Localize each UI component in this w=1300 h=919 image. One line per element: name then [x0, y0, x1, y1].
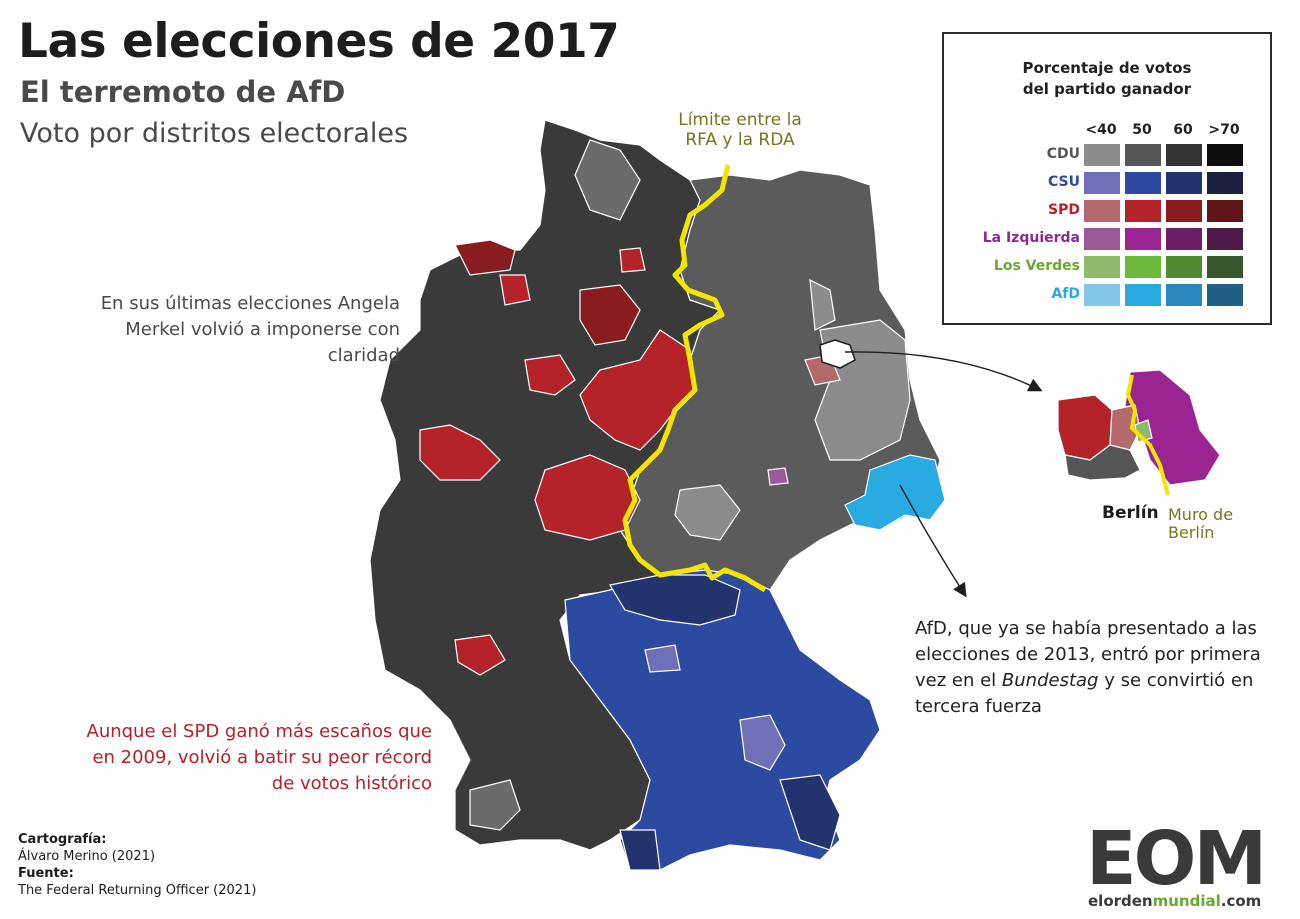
map-region-csu-dark-3: [619, 829, 661, 871]
cartography-value: Álvaro Merino (2021): [18, 849, 156, 864]
map-region-csu-dark-2: [779, 774, 841, 851]
afd-annotation: AfD, que ya se había presentado a las el…: [915, 616, 1275, 720]
logo-url-b: mundial: [1152, 892, 1221, 910]
border-annotation: Límite entre la RFA y la RDA: [678, 110, 802, 150]
legend-swatch: [1207, 284, 1243, 306]
legend-swatch: [1166, 284, 1202, 306]
legend-swatch: [1125, 284, 1161, 306]
legend-swatch: [1084, 228, 1120, 250]
map-region-spd-1: [579, 329, 696, 451]
berlin-marker: [819, 339, 856, 369]
legend-swatch: [1084, 256, 1120, 278]
legend-swatch: [1166, 144, 1202, 166]
logo-url: elordenmundial.com: [1088, 892, 1261, 910]
legend-swatch: [1207, 172, 1243, 194]
legend-party-los-verdes: Los Verdes: [993, 258, 1080, 274]
legend-column-50: 50: [1132, 122, 1152, 138]
legend-swatch: [1125, 228, 1161, 250]
spd-annotation: Aunque el SPD ganó más escaños que en 20…: [86, 721, 433, 794]
afd-arrow: [899, 484, 967, 598]
map-region-spd-8: [454, 634, 506, 676]
legend-swatch: [1207, 144, 1243, 166]
legend-party-spd: SPD: [1048, 202, 1080, 218]
inner-german-border-line: [622, 164, 767, 593]
afd-annotation-emphasis: Bundestag: [1001, 670, 1099, 691]
berlin-inset: [1057, 369, 1221, 496]
berlin-wall-label: Muro de Berlín: [1168, 505, 1234, 542]
legend-swatch: [1084, 144, 1120, 166]
map-region-spd-6: [499, 274, 531, 306]
page-subtitle: El terremoto de AfD: [20, 75, 346, 109]
merkel-annotation: En sus últimas elecciones Angela Merkel …: [100, 293, 400, 366]
source-value: The Federal Returning Officer (2021): [18, 883, 257, 898]
map-region-west-light-2: [469, 779, 521, 831]
map-region-spd-4: [524, 354, 576, 396]
legend-swatch: [1125, 256, 1161, 278]
map-region-csu-light-2: [644, 644, 681, 673]
map-region-spd-5: [454, 239, 516, 276]
legend-swatch: [1207, 228, 1243, 250]
legend-title: Porcentaje de votos del partido ganador: [1022, 59, 1192, 98]
map-region-left-1: [767, 467, 789, 486]
logo-url-c: .com: [1220, 892, 1262, 910]
map-region-east-light-2: [674, 484, 741, 541]
map-region-east-light-3: [809, 278, 836, 331]
map-region-spd-9: [619, 247, 646, 273]
map-region-west-light: [574, 139, 641, 221]
berlin-wall-line: [1125, 374, 1170, 496]
legend-party-csu: CSU: [1048, 174, 1080, 190]
legend-column-gt70: >70: [1208, 122, 1240, 138]
legend-swatch: [1207, 256, 1243, 278]
legend-column-lt40: <40: [1085, 122, 1117, 138]
legend-swatch: [1125, 144, 1161, 166]
logo-letters: EOM: [1086, 816, 1267, 902]
berlin-district-cdu: [1064, 444, 1141, 481]
page-title: Las elecciones de 2017: [18, 14, 620, 69]
legend-swatch: [1084, 284, 1120, 306]
berlin-arrow: [844, 351, 1043, 392]
cartography-label: Cartografía:: [18, 832, 107, 847]
map-region-csu-light: [739, 714, 786, 771]
map-region-spd-7: [419, 424, 501, 481]
legend-swatch: [1084, 200, 1120, 222]
map-region-afd: [844, 454, 946, 531]
legend-swatch: [1125, 172, 1161, 194]
legend-swatch: [1166, 228, 1202, 250]
legend-swatch: [1166, 200, 1202, 222]
map-region-spd-3: [579, 284, 641, 346]
legend-party-afd: AfD: [1051, 286, 1080, 302]
legend-swatch: [1166, 256, 1202, 278]
page-subtitle-secondary: Voto por distritos electorales: [20, 118, 409, 149]
legend-swatch: [1207, 200, 1243, 222]
legend-column-60: 60: [1173, 122, 1193, 138]
legend-swatch: [1084, 172, 1120, 194]
map-region-east-light: [814, 319, 911, 461]
legend-swatch: [1166, 172, 1202, 194]
berlin-label: Berlín: [1102, 503, 1159, 523]
credits: Cartografía: Álvaro Merino (2021) Fuente…: [18, 831, 256, 899]
afd-annotation-text-b: y se convirtió en tercera fuerza: [915, 670, 1254, 717]
legend: Porcentaje de votos del partido ganador …: [942, 32, 1272, 325]
legend-swatch: [1125, 200, 1161, 222]
logo-url-a: elorden: [1088, 892, 1153, 910]
legend-party-la-izquierda: La Izquierda: [982, 230, 1080, 246]
afd-annotation-text-a: AfD, que ya se había presentado a las el…: [915, 618, 1261, 691]
legend-party-cdu: CDU: [1046, 146, 1080, 162]
source-label: Fuente:: [18, 866, 74, 881]
eom-logo: EOM elordenmundial.com: [1086, 816, 1286, 912]
